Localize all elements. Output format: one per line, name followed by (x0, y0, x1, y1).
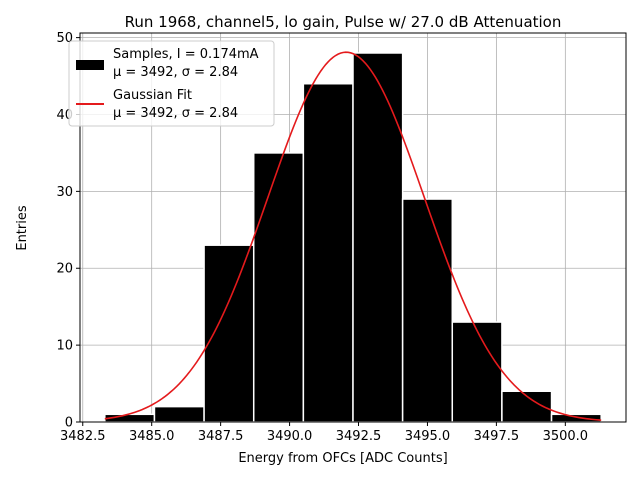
x-tick-label: 3492.5 (336, 429, 382, 444)
y-tick-label: 30 (56, 185, 73, 200)
plot-frame (79, 32, 627, 423)
x-tick-label: 3490.0 (267, 429, 313, 444)
chart-title: Run 1968, channel5, lo gain, Pulse w/ 27… (125, 13, 562, 31)
x-tick-label: 3497.5 (474, 429, 520, 444)
histogram-bar (252, 152, 305, 423)
y-tick-label: 20 (56, 262, 73, 277)
histogram-bar (451, 321, 503, 423)
y-tick-label: 10 (56, 339, 73, 354)
gaussian-fit (104, 51, 602, 421)
y-axis-label: Entries (15, 205, 30, 251)
legend-label-samples: Samples, I = 0.174mA (113, 47, 259, 62)
legend-swatch-samples (76, 60, 104, 70)
x-axis: 3482.5 3485.0 3487.5 3490.0 3492.5 3495.0 3497… (60, 422, 588, 444)
x-tick-label: 3487.5 (198, 429, 244, 444)
legend-box (68, 40, 275, 127)
x-tick-label: 3495.0 (405, 429, 451, 444)
x-tick-label: 3482.5 (60, 429, 106, 444)
gaussian-fit-line (104, 51, 602, 421)
histogram-bar (352, 52, 404, 423)
x-tick-label: 3500.0 (543, 429, 589, 444)
histogram-bar (302, 82, 354, 423)
y-tick-label: 0 (65, 416, 73, 431)
x-tick-label: 3485.0 (129, 429, 175, 444)
histogram-bar (550, 413, 602, 423)
histogram-bar (153, 405, 205, 423)
legend-label-fit: Gaussian Fit (113, 88, 192, 103)
legend: Samples, I = 0.174mA μ = 3492, σ = 2.84 … (68, 40, 275, 127)
histogram-bar (401, 198, 454, 423)
x-axis-label: Energy from OFCs [ADC Counts] (238, 451, 447, 466)
legend-stats-samples: μ = 3492, σ = 2.84 (113, 65, 238, 80)
legend-stats-fit: μ = 3492, σ = 2.84 (113, 106, 238, 121)
histogram-bar (203, 244, 255, 423)
